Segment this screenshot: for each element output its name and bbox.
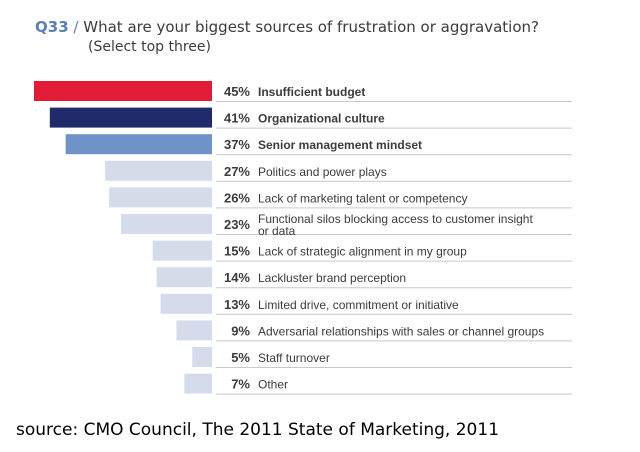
- question-title: Q33 / What are your biggest sources of f…: [35, 18, 539, 37]
- value-label: 27%: [224, 164, 250, 179]
- bar: [105, 160, 212, 181]
- bar: [156, 267, 212, 288]
- value-label: 37%: [224, 137, 250, 152]
- source-note: source: CMO Council, The 2011 State of M…: [16, 420, 500, 440]
- bar: [176, 320, 212, 341]
- category-label: Lack of strategic alignment in my group: [258, 245, 467, 259]
- bar: [121, 214, 212, 234]
- value-label: 14%: [224, 270, 250, 285]
- bar: [34, 81, 212, 101]
- category-label: Politics and power plays: [258, 165, 387, 179]
- bar: [184, 373, 212, 394]
- value-label: 45%: [224, 84, 250, 99]
- bar: [49, 107, 213, 128]
- category-label: Lack of marketing talent or competency: [258, 191, 467, 205]
- category-label: Senior management mindset: [258, 138, 422, 152]
- category-label: Staff turnover: [258, 351, 330, 365]
- value-label: 15%: [224, 244, 250, 259]
- bar: [152, 240, 212, 261]
- value-label: 5%: [231, 350, 250, 365]
- question-instruction: (Select top three): [88, 39, 211, 55]
- value-label: 41%: [224, 111, 250, 126]
- category-label: Adversarial relationships with sales or …: [258, 324, 544, 338]
- bar: [109, 187, 212, 208]
- bar: [160, 293, 212, 314]
- question-separator: /: [73, 18, 79, 36]
- value-label: 23%: [224, 217, 250, 232]
- category-label: Lackluster brand perception: [258, 271, 406, 285]
- value-label: 13%: [224, 297, 250, 312]
- question-text: What are your biggest sources of frustra…: [83, 18, 539, 36]
- bar: [192, 347, 212, 367]
- category-label: Insufficient budget: [258, 85, 365, 99]
- category-label: Limited drive, commitment or initiative: [258, 298, 459, 312]
- question-number: Q33: [35, 18, 69, 36]
- value-label: 7%: [231, 377, 250, 392]
- category-label: Other: [258, 378, 288, 392]
- value-label: 9%: [231, 323, 250, 338]
- bar: [65, 134, 213, 155]
- category-label: Functional silos blocking access to cust…: [258, 212, 533, 238]
- category-label: Organizational culture: [258, 112, 385, 126]
- value-label: 26%: [224, 190, 250, 205]
